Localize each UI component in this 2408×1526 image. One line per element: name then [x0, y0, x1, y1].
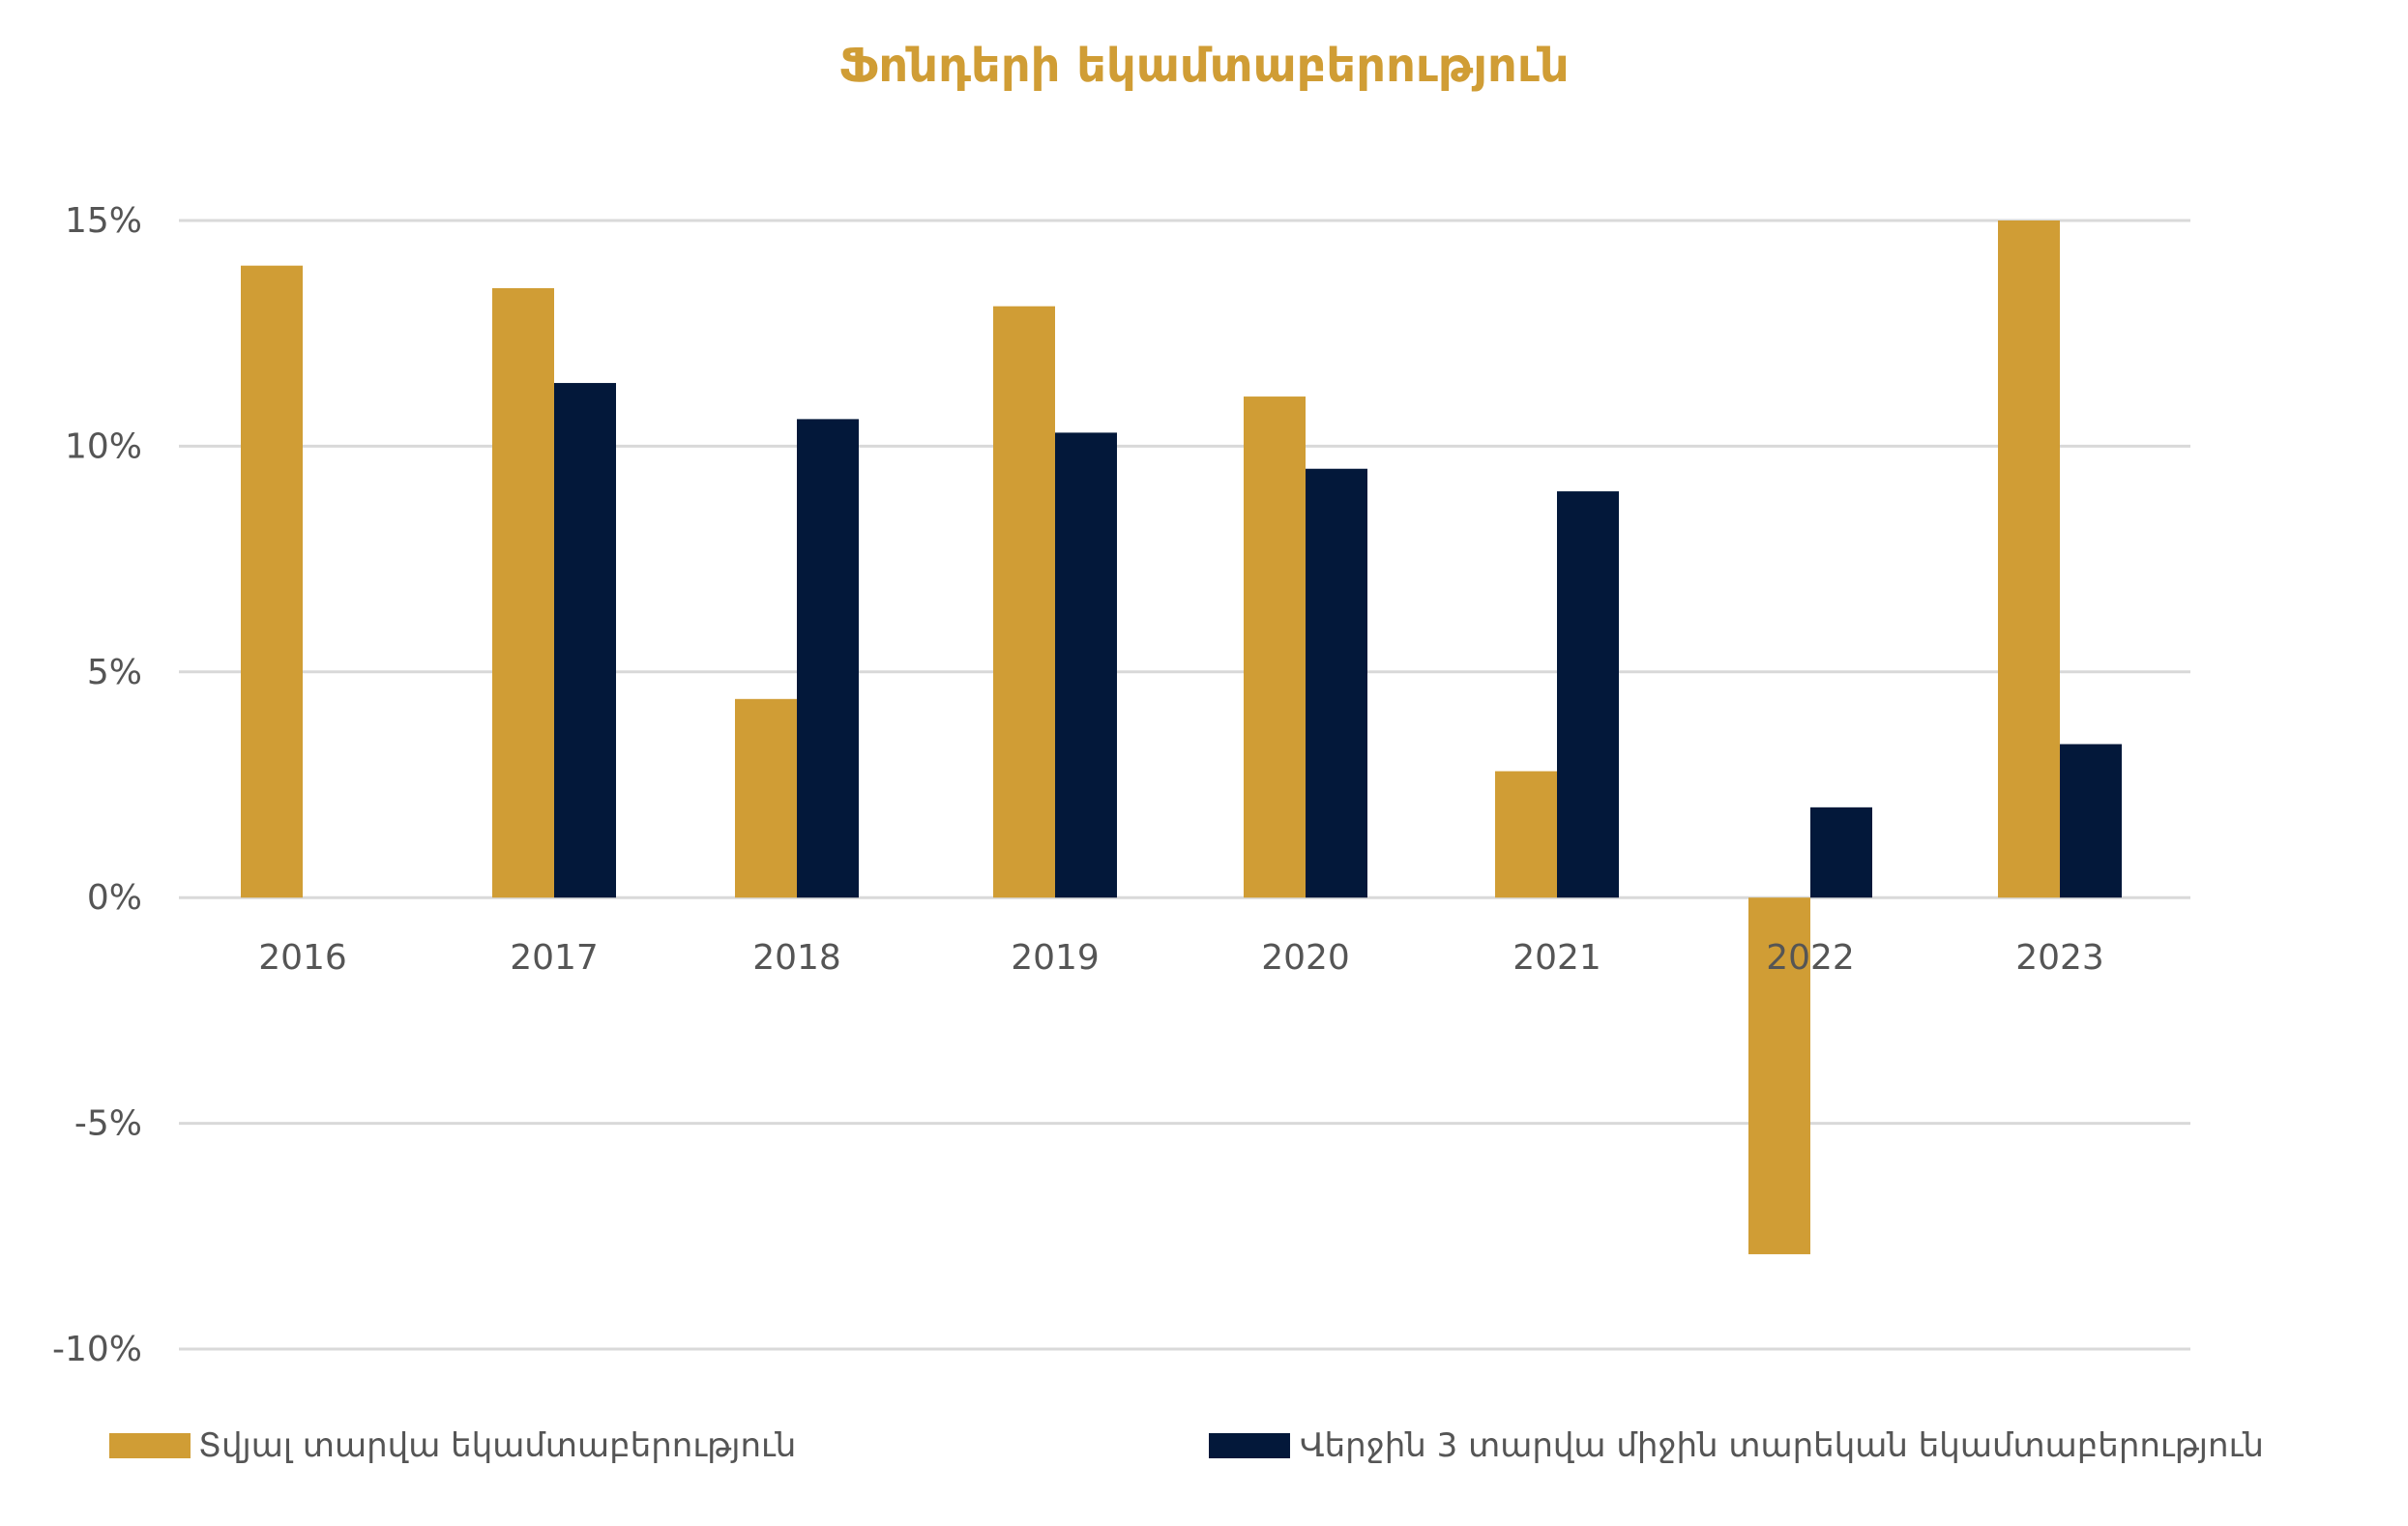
bars [241, 220, 2122, 1254]
bar-three-year-avg-2020 [1306, 468, 1367, 898]
y-tick-label: 10% [65, 426, 142, 466]
bar-annual-2019 [993, 306, 1055, 898]
bar-annual-2018 [735, 698, 797, 898]
legend-swatch-1 [109, 1433, 191, 1458]
x-tick-label: 2020 [1261, 938, 1350, 978]
y-tick-label: -10% [52, 1330, 142, 1369]
bar-three-year-avg-2021 [1557, 491, 1619, 898]
x-tick-label: 2021 [1512, 938, 1601, 978]
x-axis-ticks: 2016 2017 2018 2019 2020 2021 2022 2023 [258, 938, 2104, 978]
y-tick-label: 15% [65, 201, 142, 241]
legend: Տվյալ տարվա եկամտաբերություն Վերջին 3 տար… [109, 1426, 2264, 1465]
bar-three-year-avg-2023 [2060, 744, 2122, 898]
y-tick-label: 0% [87, 878, 142, 918]
bar-three-year-avg-2022 [1810, 807, 1872, 898]
bar-three-year-avg-2018 [797, 419, 859, 898]
x-tick-label: 2019 [1011, 938, 1100, 978]
x-tick-label: 2016 [258, 938, 347, 978]
y-tick-label: 5% [87, 653, 142, 692]
bar-three-year-avg-2017 [554, 383, 616, 898]
legend-swatch-2 [1209, 1433, 1290, 1458]
bar-annual-2020 [1244, 396, 1306, 898]
bar-three-year-avg-2019 [1055, 432, 1117, 898]
x-tick-label: 2023 [2015, 938, 2104, 978]
y-tick-label: -5% [74, 1104, 142, 1144]
x-tick-label: 2022 [1766, 938, 1855, 978]
grid-lines [179, 219, 2190, 1351]
legend-label-1: Տվյալ տարվա եկամտաբերություն [198, 1426, 796, 1465]
bar-annual-2022 [1748, 897, 1810, 1254]
legend-label-2: Վերջին 3 տարվա միջին տարեկան եկամտաբերու… [1300, 1426, 2264, 1465]
y-axis-ticks: 15% 10% 5% 0% -5% -10% [52, 201, 142, 1369]
bar-annual-2016 [241, 265, 303, 898]
x-tick-label: 2017 [510, 938, 599, 978]
chart-title: Ֆոնդերի եկամտաբերություն [838, 39, 1569, 93]
x-tick-label: 2018 [752, 938, 841, 978]
bar-annual-2017 [492, 288, 554, 898]
bar-annual-2021 [1495, 771, 1557, 898]
bar-annual-2023 [1998, 220, 2060, 898]
